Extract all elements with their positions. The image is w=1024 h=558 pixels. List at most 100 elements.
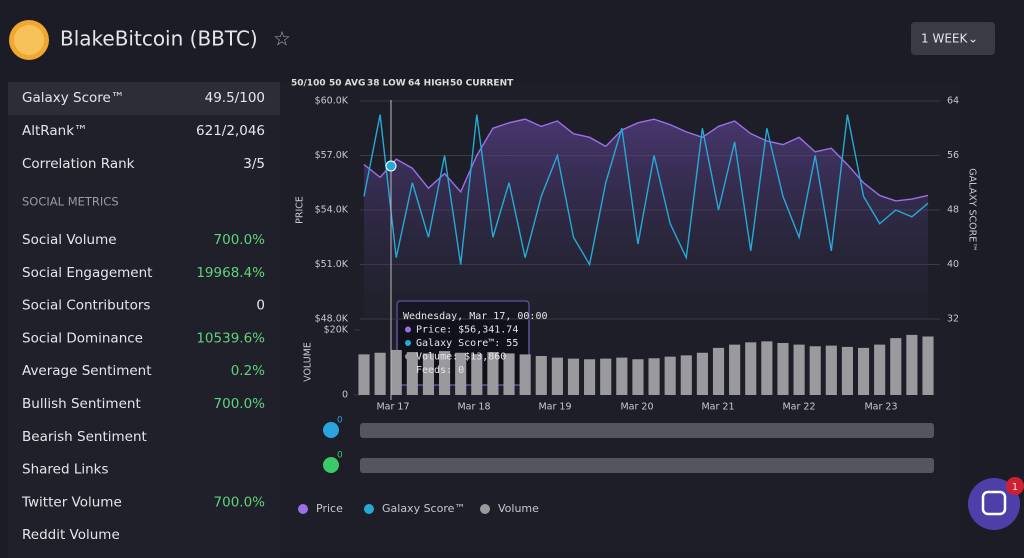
price-line — [363, 118, 929, 202]
metric-label: AltRank™ — [22, 123, 88, 139]
legend-label: Volume — [498, 502, 539, 515]
metric-value: 3/5 — [243, 156, 265, 172]
volume-bar — [551, 357, 563, 395]
volume-bar — [358, 354, 370, 395]
metric-label: Correlation Rank — [22, 156, 135, 172]
volume-tick-label: $20K — [324, 325, 349, 336]
volume-bar — [632, 359, 644, 395]
metric-value: 700.0% — [214, 494, 266, 510]
volume-bar — [874, 344, 886, 395]
volume-bar — [664, 356, 676, 395]
metric-value: 700.0% — [214, 232, 266, 248]
x-tick-label: Mar 23 — [864, 402, 897, 413]
volume-bar — [922, 336, 934, 395]
metrics-panel — [8, 82, 280, 558]
y-axis-title: PRICE — [295, 196, 306, 224]
badge — [1006, 477, 1024, 495]
metric-label: Social Volume — [22, 232, 117, 248]
alert-count: 0 — [337, 416, 343, 426]
legend-label: Galaxy Score™ — [382, 502, 465, 515]
tooltip-dot — [405, 340, 411, 346]
x-tick-label: Mar 17 — [376, 402, 409, 413]
metric-label: Social Engagement — [22, 265, 152, 281]
alert-icon — [323, 457, 339, 473]
volume-bar — [503, 353, 515, 395]
volume-bar — [600, 358, 612, 395]
volume-bar — [729, 344, 741, 395]
metric-value: 0.2% — [231, 363, 265, 379]
volume-bar — [809, 346, 821, 395]
legend-swatch — [364, 504, 374, 514]
metric-value: 700.0% — [214, 396, 266, 412]
tooltip-dot — [405, 353, 411, 360]
volume-bar — [825, 345, 837, 395]
volume-bar — [616, 357, 628, 395]
stat: 50 AVG — [329, 79, 365, 89]
volume-axis-title: VOLUME — [303, 342, 314, 382]
coin-name: BlakeBitcoin (BBTC) — [60, 27, 258, 51]
timeframe-label[interactable]: 1 WEEK — [921, 32, 968, 46]
y-tick-label: $51.0K — [315, 259, 349, 270]
y2-tick-label: 48 — [947, 205, 959, 216]
x-tick-label: Mar 19 — [538, 402, 571, 413]
y2-tick-label: 64 — [947, 96, 959, 107]
volume-bar — [906, 334, 918, 395]
y-tick-label: $54.0K — [315, 205, 349, 216]
y2-axis-title: GALAXY SCORE™ — [967, 168, 978, 251]
volume-bar — [487, 352, 499, 395]
volume-bar — [761, 341, 773, 395]
volume-bar — [745, 342, 757, 395]
coin-logo-inner — [14, 25, 44, 55]
volume-bar — [390, 349, 402, 395]
metric-value: 621/2,046 — [196, 123, 265, 139]
legend-swatch — [298, 504, 308, 514]
stat: 64 HIGH — [408, 79, 449, 89]
y-tick-label: $57.0K — [315, 150, 349, 161]
x-tick-label: Mar 22 — [782, 402, 815, 413]
volume-bar — [696, 352, 708, 395]
y2-tick-label: 32 — [947, 314, 959, 325]
feed-track — [360, 458, 934, 473]
stat: 50 CURRENT — [450, 79, 514, 89]
section-title: SOCIAL METRICS — [22, 195, 119, 209]
volume-tick-label: 0 — [342, 390, 348, 401]
y-tick-label: $60.0K — [315, 96, 349, 107]
tooltip-text: Galaxy Score™: 55 — [416, 338, 518, 349]
tooltip-text: Feeds: 0 — [416, 365, 464, 376]
metric-label: Social Dominance — [22, 330, 143, 346]
tooltip-text: Volume: $13,860 — [416, 352, 506, 363]
volume-bar — [584, 359, 596, 395]
metric-label: Galaxy Score™ — [22, 90, 124, 106]
volume-bar — [857, 347, 870, 395]
volume-bar — [648, 358, 660, 395]
x-tick-label: Mar 21 — [701, 402, 734, 413]
metric-label: Bullish Sentiment — [22, 396, 141, 412]
tooltip-text: Wednesday, Mar 17, 00:00 — [403, 311, 548, 322]
volume-bar — [567, 358, 580, 395]
chat-button[interactable] — [968, 478, 1020, 530]
tooltip-dot — [405, 326, 411, 333]
timeframe-button[interactable] — [911, 22, 995, 55]
metric-label: Bearish Sentiment — [22, 429, 147, 445]
feed-track — [360, 423, 934, 438]
selected-row[interactable] — [8, 82, 280, 115]
tooltip-text: Price: $56,341.74 — [416, 325, 518, 336]
dropdown-caret: ⌄ — [968, 32, 978, 46]
y2-tick-label: 56 — [947, 150, 959, 161]
metric-label: Twitter Volume — [21, 494, 122, 510]
metric-value: 0 — [256, 298, 265, 314]
volume-bar — [519, 354, 531, 395]
volume-bar — [422, 353, 435, 395]
legend-swatch — [480, 504, 490, 514]
volume-bar — [406, 352, 418, 395]
volume-bar — [439, 351, 451, 395]
hover-point — [385, 160, 397, 172]
price-area — [364, 119, 928, 320]
x-tick-label: Mar 18 — [457, 402, 490, 413]
alert-icon — [323, 422, 339, 438]
favorite-star[interactable]: ☆ — [273, 27, 291, 51]
metric-label: Shared Links — [22, 462, 109, 478]
volume-bar — [471, 354, 483, 395]
